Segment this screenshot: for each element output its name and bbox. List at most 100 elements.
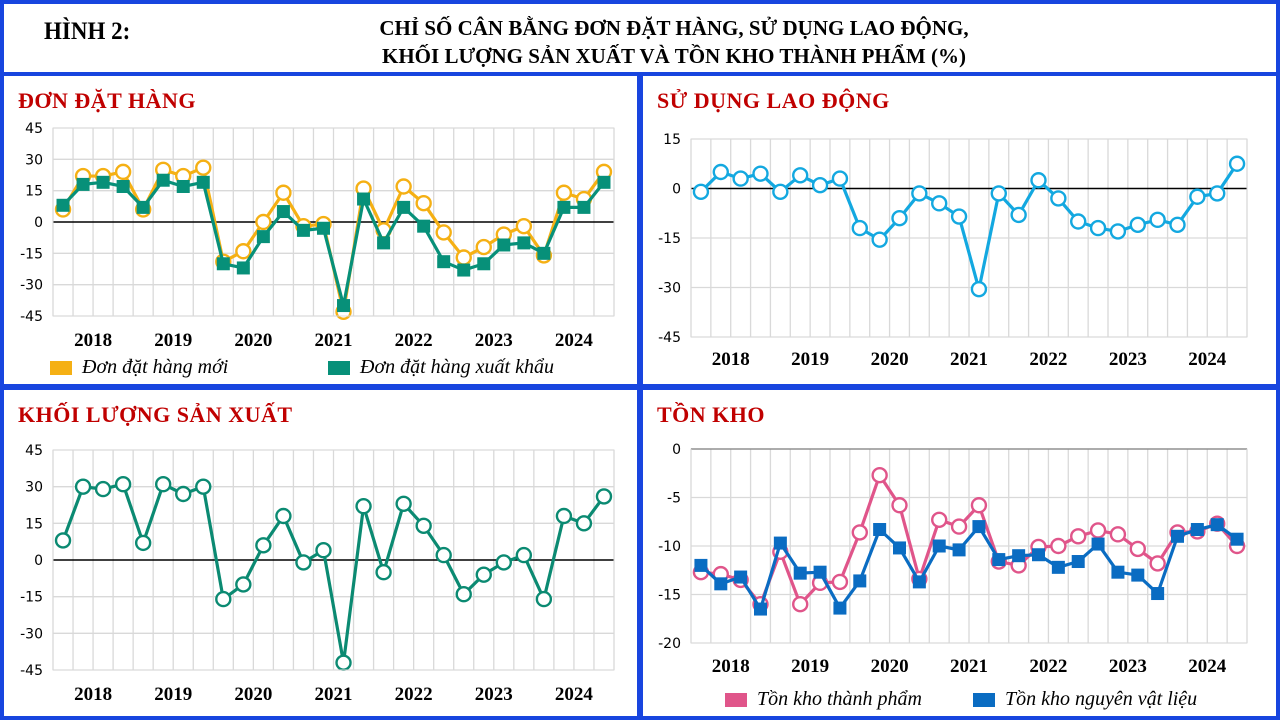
data-point-employment	[851, 219, 868, 237]
data-point-employment	[732, 170, 749, 187]
data-point-raw-materials	[912, 575, 926, 589]
y-tick-label: -15	[658, 588, 681, 604]
plot-area-border	[690, 138, 1248, 338]
data-point-new-orders	[255, 213, 272, 231]
panel-title-employment: SỬ DỤNG LAO ĐỘNG	[657, 88, 890, 113]
data-point-employment	[692, 183, 710, 201]
data-point-employment	[831, 170, 849, 187]
data-point-export-orders	[357, 192, 371, 206]
data-point-output	[435, 546, 452, 564]
plot-area-border	[52, 449, 615, 671]
data-point-export-orders	[156, 173, 170, 187]
data-point-output	[54, 532, 72, 549]
data-point-employment	[1109, 223, 1127, 240]
data-point-raw-materials	[734, 570, 748, 584]
data-point-output	[275, 507, 292, 525]
figure-title-line2: KHỐI LƯỢNG SẢN XUẤT VÀ TỒN KHO THÀNH PHẨ…	[382, 44, 966, 68]
data-point-employment	[712, 163, 729, 181]
y-tick-label: -30	[20, 626, 43, 642]
x-tick-label: 2024	[1188, 656, 1227, 677]
data-point-export-orders	[276, 205, 290, 219]
data-point-output	[94, 480, 112, 498]
data-point-new-orders	[395, 178, 412, 195]
data-point-output	[134, 534, 152, 552]
legend-swatch-export-orders	[328, 360, 350, 375]
data-point-employment	[1189, 188, 1206, 205]
data-point-employment	[911, 185, 928, 202]
data-point-export-orders	[256, 230, 270, 244]
panel-title-output: KHỐI LƯỢNG SẢN XUẤT	[18, 402, 293, 427]
data-point-output	[415, 517, 432, 534]
data-point-export-orders	[216, 257, 230, 271]
x-tick-label: 2020	[234, 684, 272, 705]
legend-label-raw-materials: Tồn kho nguyên vật liệu	[1005, 688, 1198, 710]
data-point-raw-materials	[992, 553, 1006, 567]
data-point-raw-materials	[932, 539, 946, 553]
data-point-raw-materials	[1230, 532, 1244, 546]
data-point-export-orders	[96, 175, 110, 189]
data-point-raw-materials	[1071, 555, 1085, 569]
data-point-employment	[950, 208, 968, 225]
data-point-new-orders	[475, 238, 492, 256]
data-point-employment	[1209, 185, 1226, 202]
data-point-finished-goods	[1050, 537, 1067, 555]
data-point-output	[175, 485, 192, 503]
x-tick-label: 2022	[1029, 656, 1067, 677]
data-point-raw-materials	[1111, 565, 1125, 579]
data-point-finished-goods	[1070, 528, 1087, 545]
y-tick-label: -5	[667, 491, 681, 507]
y-tick-label: 0	[672, 182, 681, 198]
data-point-export-orders	[417, 219, 431, 233]
plot-area-border	[690, 448, 1248, 644]
data-point-new-orders	[555, 184, 573, 201]
y-tick-label: 45	[25, 121, 43, 137]
data-point-output	[154, 476, 172, 493]
chart-inventory: 0 -5 -10 -15 -20 2018 2019 2020 2021 2022 2023 2024	[658, 442, 1248, 677]
x-tick-label: 2018	[74, 330, 112, 351]
data-point-output	[335, 654, 352, 671]
data-point-raw-materials	[1012, 549, 1026, 563]
data-point-raw-materials	[773, 536, 787, 550]
data-point-employment	[1228, 155, 1246, 172]
x-tick-label: 2023	[475, 330, 513, 351]
data-point-new-orders	[195, 159, 212, 176]
data-point-new-orders	[235, 243, 252, 260]
legend-label-new-orders: Đơn đặt hàng mới	[82, 356, 229, 378]
data-point-employment	[1010, 206, 1027, 224]
y-tick-label: 45	[25, 443, 43, 459]
data-point-output	[555, 507, 573, 525]
data-point-raw-materials	[1210, 518, 1224, 532]
data-point-export-orders	[136, 200, 150, 214]
data-point-export-orders	[196, 175, 210, 189]
y-tick-label: -15	[20, 246, 43, 262]
y-tick-label: 0	[34, 553, 43, 569]
figure-title: CHỈ SỐ CÂN BẰNG ĐƠN ĐẶT HÀNG, SỬ DỤNG LA…	[264, 14, 1084, 70]
data-point-employment	[990, 185, 1007, 202]
legend-new-orders: Đơn đặt hàng mới	[50, 356, 228, 379]
legend-finished-goods: Tồn kho thành phẩm	[725, 688, 922, 711]
x-tick-label: 2018	[712, 656, 750, 677]
data-point-new-orders	[275, 184, 292, 201]
y-tick-label: -45	[20, 663, 43, 679]
data-point-raw-materials	[893, 541, 906, 555]
data-point-raw-materials	[1051, 560, 1065, 574]
data-point-employment	[752, 165, 769, 182]
data-point-output	[535, 590, 553, 608]
series-line-output	[61, 482, 606, 665]
data-point-export-orders	[597, 175, 611, 189]
legend-label-finished-goods: Tồn kho thành phẩm	[757, 688, 922, 710]
data-point-export-orders	[337, 299, 351, 313]
x-tick-label: 2022	[1029, 349, 1067, 370]
data-point-raw-materials	[793, 566, 807, 580]
data-point-new-orders	[515, 217, 533, 235]
data-point-raw-materials	[694, 558, 708, 572]
chart-output: 45 30 15 0 -15 -30 -45 2018 2019 2020 2021 2022 2023…	[20, 443, 615, 705]
data-point-output	[355, 498, 372, 515]
legend-export-orders: Đơn đặt hàng xuất khẩu	[328, 356, 554, 379]
data-point-raw-materials	[853, 574, 867, 588]
data-point-new-orders	[435, 224, 452, 241]
y-tick-label: -30	[20, 278, 43, 294]
data-point-employment	[792, 167, 809, 184]
y-tick-label: 15	[663, 132, 681, 148]
data-point-employment	[1149, 211, 1166, 229]
